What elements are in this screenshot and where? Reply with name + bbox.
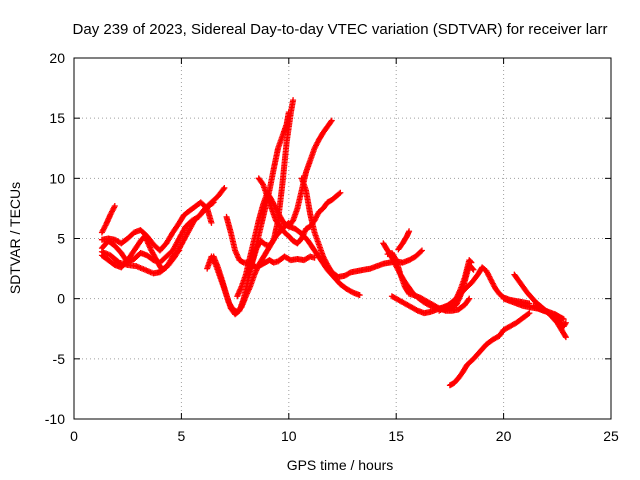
data-point bbox=[562, 320, 569, 327]
y-tick-label: 15 bbox=[49, 110, 65, 126]
x-tick-label: 0 bbox=[70, 428, 78, 444]
data-point bbox=[356, 292, 363, 299]
x-tick-label: 5 bbox=[178, 428, 186, 444]
data-point bbox=[417, 248, 424, 255]
data-point bbox=[525, 310, 532, 317]
data-point bbox=[465, 296, 472, 303]
data-point bbox=[221, 184, 228, 191]
data-point bbox=[560, 316, 567, 323]
y-tick-label: 5 bbox=[57, 231, 65, 247]
data-point bbox=[562, 334, 569, 341]
data-point bbox=[467, 258, 474, 265]
series-track bbox=[446, 310, 533, 389]
data-point bbox=[526, 310, 533, 317]
data-point bbox=[327, 118, 334, 125]
data-point bbox=[175, 248, 182, 255]
series-track bbox=[298, 175, 425, 281]
data-point bbox=[210, 199, 217, 206]
data-point bbox=[562, 332, 569, 339]
series-track bbox=[98, 184, 228, 266]
data-point bbox=[418, 247, 425, 254]
y-tick-label: 10 bbox=[49, 170, 65, 186]
series-track bbox=[530, 302, 569, 330]
y-tick-label: 0 bbox=[57, 291, 65, 307]
data-point bbox=[470, 266, 477, 273]
data-point bbox=[406, 228, 413, 235]
x-tick-label: 25 bbox=[603, 428, 619, 444]
series-track bbox=[285, 223, 363, 299]
series-track bbox=[210, 97, 297, 318]
chart-title: Day 239 of 2023, Sidereal Day-to-day VTE… bbox=[73, 21, 608, 38]
data-point bbox=[466, 295, 473, 302]
data-points bbox=[98, 97, 569, 389]
grid-lines bbox=[74, 58, 611, 419]
data-point bbox=[337, 189, 344, 196]
data-point bbox=[468, 259, 475, 266]
y-axis-label: SDTVAR / TECUs bbox=[7, 182, 23, 294]
series-track bbox=[395, 228, 413, 253]
y-tick-label: -10 bbox=[45, 411, 65, 427]
data-point bbox=[290, 97, 297, 104]
data-point bbox=[208, 219, 215, 226]
x-tick-label: 10 bbox=[281, 428, 297, 444]
data-point bbox=[209, 200, 216, 207]
data-point bbox=[220, 186, 227, 193]
y-tick-label: 20 bbox=[49, 50, 65, 66]
data-point bbox=[285, 109, 292, 116]
x-tick-label: 15 bbox=[388, 428, 404, 444]
series-track bbox=[98, 203, 118, 236]
series-track bbox=[223, 213, 318, 271]
data-point bbox=[562, 319, 569, 326]
y-tick-label: -5 bbox=[53, 351, 66, 367]
series-track bbox=[98, 199, 215, 254]
axis-ticks: 0 5 10 15 20 25 -10 -5 0 5 10 15 20 bbox=[45, 50, 619, 444]
data-point bbox=[269, 237, 276, 244]
data-point bbox=[469, 265, 476, 272]
data-point bbox=[336, 190, 343, 197]
data-point bbox=[111, 203, 118, 210]
series-track bbox=[98, 247, 183, 277]
x-tick-label: 20 bbox=[496, 428, 512, 444]
data-point bbox=[328, 117, 335, 124]
x-axis-label: GPS time / hours bbox=[287, 457, 394, 473]
data-point bbox=[176, 247, 183, 254]
